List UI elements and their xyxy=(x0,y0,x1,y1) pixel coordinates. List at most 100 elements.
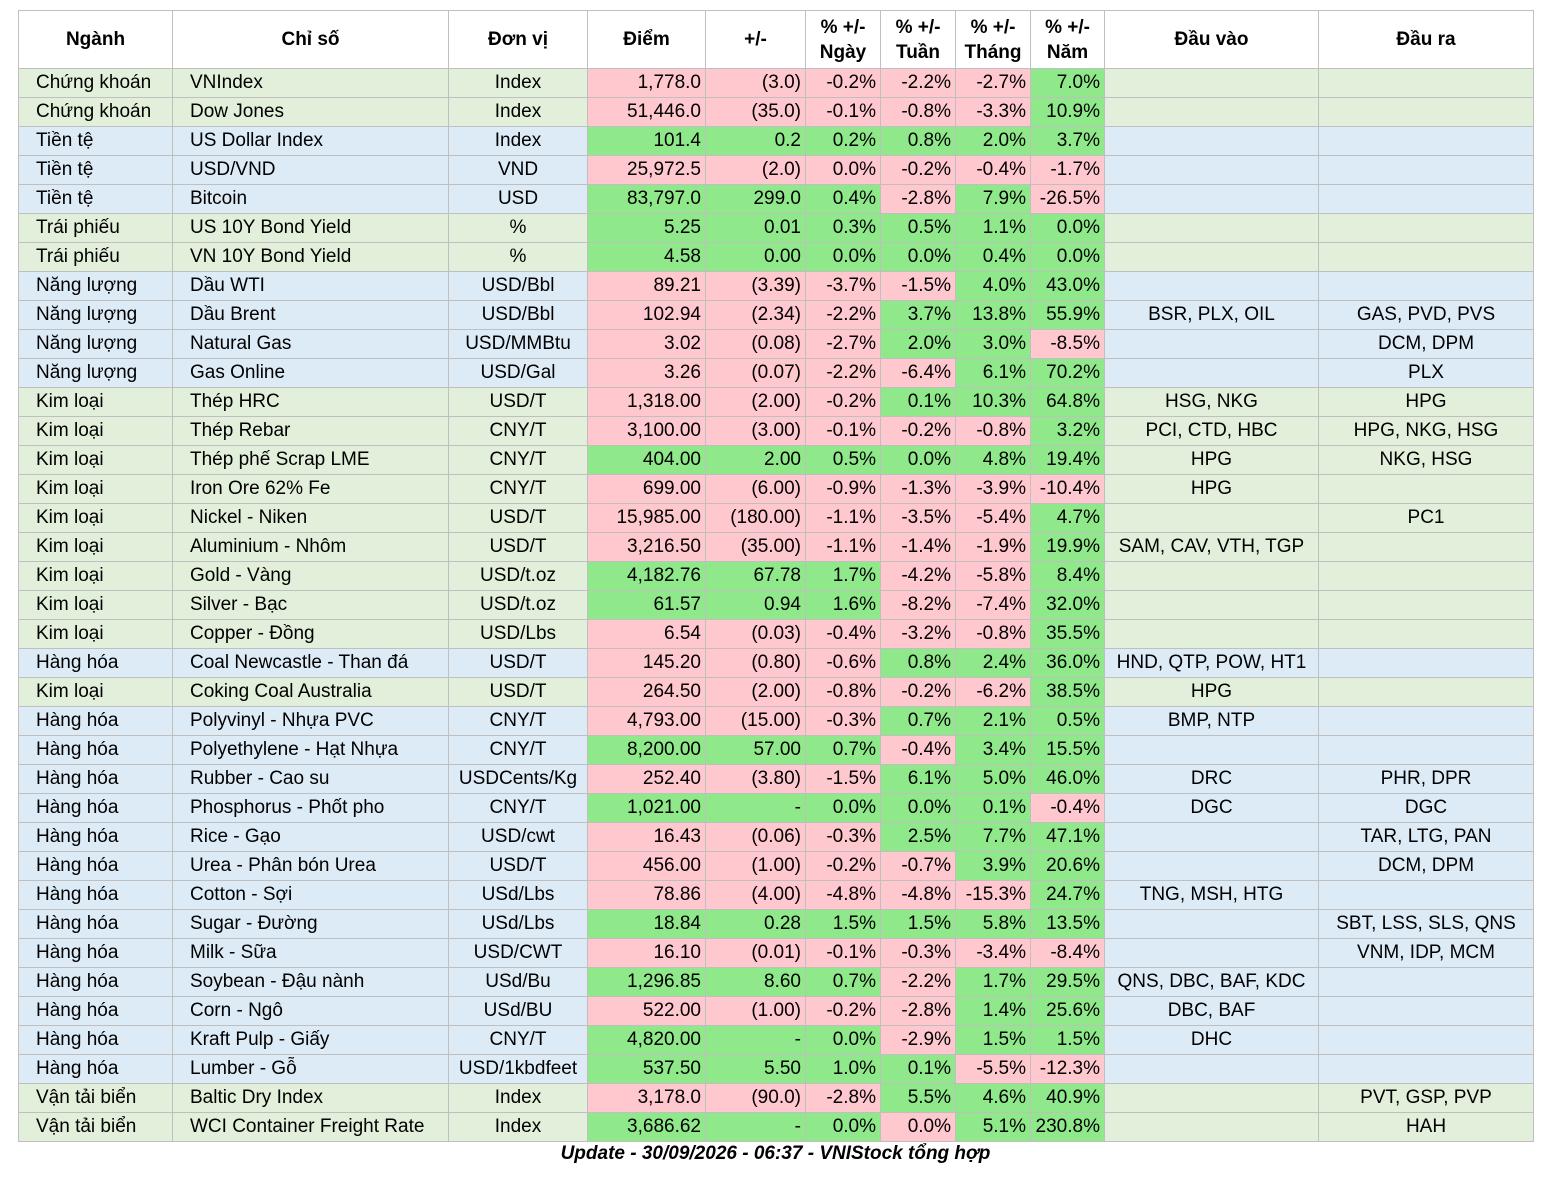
pct-month: -15.3% xyxy=(955,880,1031,910)
change: 0.00 xyxy=(705,242,806,272)
pct-week: 0.1% xyxy=(880,1054,956,1084)
column-header: Điểm xyxy=(587,10,706,69)
points: 4,820.00 xyxy=(587,1025,706,1055)
pct-month: 4.0% xyxy=(955,271,1031,301)
pct-year: 55.9% xyxy=(1030,300,1105,330)
sector: Hàng hóa xyxy=(18,996,173,1026)
pct-year: 10.9% xyxy=(1030,97,1105,127)
output-stocks xyxy=(1318,213,1534,243)
pct-year: 25.6% xyxy=(1030,996,1105,1026)
index-name: Dow Jones xyxy=(172,97,449,127)
points: 404.00 xyxy=(587,445,706,475)
pct-week: -1.5% xyxy=(880,271,956,301)
pct-week: 0.8% xyxy=(880,648,956,678)
change: (0.01) xyxy=(705,938,806,968)
data-row: Năng lượng Dầu WTI USD/Bbl 89.21 (3.39) -3.7%… xyxy=(18,271,1534,301)
pct-week: -2.2% xyxy=(880,68,956,98)
output-stocks xyxy=(1318,590,1534,620)
pct-year: 35.5% xyxy=(1030,619,1105,649)
pct-month: 2.1% xyxy=(955,706,1031,736)
pct-month: 7.9% xyxy=(955,184,1031,214)
pct-day: -2.7% xyxy=(805,329,881,359)
pct-week: 5.5% xyxy=(880,1083,956,1113)
output-stocks xyxy=(1318,677,1534,707)
input-stocks xyxy=(1104,1054,1319,1084)
input-stocks: BMP, NTP xyxy=(1104,706,1319,736)
data-row: Kim loại Nickel - Niken USD/T 15,985.00 (180… xyxy=(18,503,1534,533)
change: (3.00) xyxy=(705,416,806,446)
pct-month: 5.1% xyxy=(955,1112,1031,1142)
pct-week: -4.8% xyxy=(880,880,956,910)
data-row: Hàng hóa Polyethylene - Hạt Nhựa CNY/T 8,20… xyxy=(18,735,1534,765)
output-stocks xyxy=(1318,996,1534,1026)
unit: % xyxy=(448,242,588,272)
points: 3.02 xyxy=(587,329,706,359)
index-name: Silver - Bạc xyxy=(172,590,449,620)
pct-month: 5.8% xyxy=(955,909,1031,939)
pct-year: 0.0% xyxy=(1030,242,1105,272)
index-name: Thép Rebar xyxy=(172,416,449,446)
pct-day: -0.1% xyxy=(805,416,881,446)
data-row: Kim loại Iron Ore 62% Fe CNY/T 699.00 (6.00)… xyxy=(18,474,1534,504)
index-name: Phosphorus - Phốt pho xyxy=(172,793,449,823)
sector: Tiền tệ xyxy=(18,155,173,185)
input-stocks: DHC xyxy=(1104,1025,1319,1055)
input-stocks xyxy=(1104,184,1319,214)
sector: Năng lượng xyxy=(18,300,173,330)
pct-month: 1.1% xyxy=(955,213,1031,243)
data-row: Kim loại Aluminium - Nhôm USD/T 3,216.50 (35… xyxy=(18,532,1534,562)
pct-day: 1.5% xyxy=(805,909,881,939)
index-name: Natural Gas xyxy=(172,329,449,359)
pct-month: -7.4% xyxy=(955,590,1031,620)
change: (2.0) xyxy=(705,155,806,185)
points: 15,985.00 xyxy=(587,503,706,533)
input-stocks xyxy=(1104,1112,1319,1142)
change: (35.0) xyxy=(705,97,806,127)
pct-day: -4.8% xyxy=(805,880,881,910)
pct-month: 1.4% xyxy=(955,996,1031,1026)
points: 83,797.0 xyxy=(587,184,706,214)
output-stocks xyxy=(1318,532,1534,562)
pct-year: -1.7% xyxy=(1030,155,1105,185)
pct-year: -12.3% xyxy=(1030,1054,1105,1084)
sector: Hàng hóa xyxy=(18,764,173,794)
output-stocks xyxy=(1318,155,1534,185)
pct-month: 0.1% xyxy=(955,793,1031,823)
index-name: Iron Ore 62% Fe xyxy=(172,474,449,504)
change: (0.03) xyxy=(705,619,806,649)
change: (3.80) xyxy=(705,764,806,794)
pct-day: -0.4% xyxy=(805,619,881,649)
index-name: Dầu WTI xyxy=(172,271,449,301)
pct-year: 0.5% xyxy=(1030,706,1105,736)
index-name: Coking Coal Australia xyxy=(172,677,449,707)
pct-year: 19.9% xyxy=(1030,532,1105,562)
change: 0.28 xyxy=(705,909,806,939)
points: 3,686.62 xyxy=(587,1112,706,1142)
unit: USD/cwt xyxy=(448,822,588,852)
change: 5.50 xyxy=(705,1054,806,1084)
change: (1.00) xyxy=(705,996,806,1026)
pct-month: 4.8% xyxy=(955,445,1031,475)
pct-week: 2.5% xyxy=(880,822,956,852)
input-stocks xyxy=(1104,271,1319,301)
output-stocks xyxy=(1318,967,1534,997)
change: (3.0) xyxy=(705,68,806,98)
sector: Chứng khoán xyxy=(18,97,173,127)
column-header: Đầu ra xyxy=(1318,10,1534,69)
index-name: US Dollar Index xyxy=(172,126,449,156)
output-stocks: HAH xyxy=(1318,1112,1534,1142)
commodity-table: Ngành Chỉ số Đơn vị Điểm +/-% +/- Ngày% +/- … xyxy=(18,10,1534,1142)
data-row: Chứng khoán Dow Jones Index 51,446.0 (35.0) -… xyxy=(18,97,1534,127)
pct-week: -0.2% xyxy=(880,677,956,707)
column-header: % +/- Ngày xyxy=(805,10,881,69)
output-stocks: GAS, PVD, PVS xyxy=(1318,300,1534,330)
pct-day: 1.6% xyxy=(805,590,881,620)
sector: Vận tải biển xyxy=(18,1083,173,1113)
data-row: Hàng hóa Sugar - Đường USd/Lbs 18.84 0.28 1.5… xyxy=(18,909,1534,939)
output-stocks: HPG xyxy=(1318,387,1534,417)
sector: Trái phiếu xyxy=(18,213,173,243)
sector: Hàng hóa xyxy=(18,1025,173,1055)
pct-year: 36.0% xyxy=(1030,648,1105,678)
index-name: Thép HRC xyxy=(172,387,449,417)
change: (15.00) xyxy=(705,706,806,736)
